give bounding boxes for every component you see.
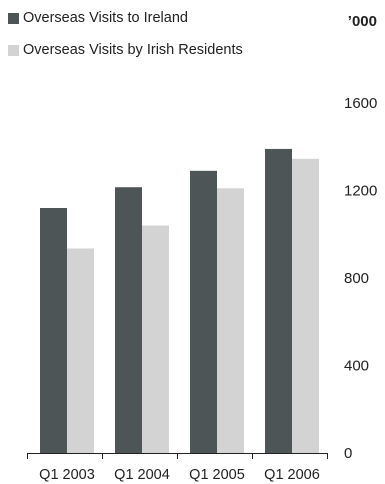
x-tick-label: Q1 2004 <box>114 467 170 483</box>
bar-visits-to-ireland-0 <box>40 208 67 453</box>
y-tick-label: 0 <box>344 445 352 462</box>
bar-visits-to-ireland-2 <box>190 170 217 453</box>
bar-visits-to-ireland-3 <box>265 148 292 453</box>
x-tick-label: Q1 2003 <box>39 467 95 483</box>
y-tick-label: 1600 <box>344 95 377 112</box>
x-tick-label: Q1 2006 <box>264 467 320 483</box>
bar-visits-to-ireland-1 <box>115 187 142 453</box>
y-tick-label: 1200 <box>344 183 377 200</box>
legend-item-visits-to-ireland: Overseas Visits to Ireland <box>8 8 243 28</box>
legend-swatch-visits-by-irish-residents <box>8 44 19 56</box>
legend: Overseas Visits to Ireland Overseas Visi… <box>8 8 243 72</box>
bar-visits-by-irish-residents-1 <box>142 225 169 453</box>
y-tick-label: 400 <box>344 358 369 375</box>
bar-visits-by-irish-residents-3 <box>292 158 319 453</box>
legend-item-visits-by-irish-residents: Overseas Visits by Irish Residents <box>8 40 243 60</box>
unit-label: ’000 <box>347 13 377 30</box>
y-tick-label: 800 <box>344 270 369 287</box>
legend-swatch-visits-to-ireland <box>8 12 19 24</box>
bar-visits-by-irish-residents-2 <box>217 188 244 453</box>
legend-label-visits-by-irish-residents: Overseas Visits by Irish Residents <box>23 42 243 58</box>
legend-label-visits-to-ireland: Overseas Visits to Ireland <box>23 10 188 26</box>
x-tick-label: Q1 2005 <box>189 467 245 483</box>
bar-visits-by-irish-residents-0 <box>67 248 94 453</box>
